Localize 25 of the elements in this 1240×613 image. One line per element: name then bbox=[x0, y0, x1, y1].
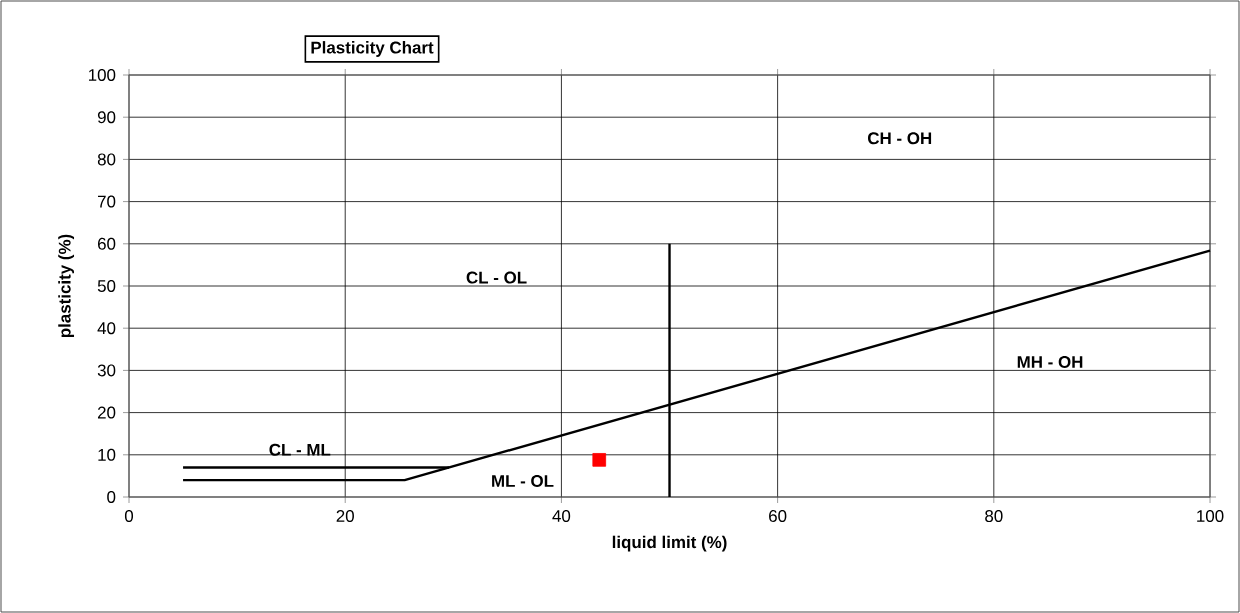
x-tick-label: 40 bbox=[552, 510, 571, 523]
annotation: MH - OH bbox=[1017, 355, 1083, 368]
y-tick-label: 40 bbox=[97, 322, 116, 335]
x-axis-title: liquid limit (%) bbox=[612, 535, 727, 552]
annotation: CH - OH bbox=[868, 132, 932, 145]
y-tick-label: 60 bbox=[98, 237, 116, 250]
chart-title: Plasticity Chart bbox=[311, 41, 434, 57]
x-tick-label: 100 bbox=[1197, 510, 1224, 523]
y-tick-label: 50 bbox=[97, 280, 116, 292]
y-tick-label: 10 bbox=[98, 448, 116, 461]
x-tick-label: 60 bbox=[769, 510, 787, 523]
annotation: CL - ML bbox=[269, 443, 331, 456]
y-tick-label: 20 bbox=[97, 406, 116, 419]
y-tick-label: 80 bbox=[97, 153, 116, 166]
y-axis-title: plasticity (%) bbox=[58, 234, 75, 338]
y-tick-label: 100 bbox=[88, 69, 116, 81]
annotation: ML - OL bbox=[492, 474, 554, 487]
y-tick-label: 90 bbox=[97, 111, 116, 124]
x-tick-label: 20 bbox=[336, 510, 354, 523]
y-tick-label: 0 bbox=[107, 491, 116, 503]
x-tick-label: 0 bbox=[124, 510, 134, 523]
y-tick-label: 70 bbox=[98, 195, 116, 208]
annotation: CL - OL bbox=[466, 271, 527, 284]
x-tick-label: 80 bbox=[985, 510, 1003, 523]
y-tick-label: 30 bbox=[97, 364, 116, 377]
